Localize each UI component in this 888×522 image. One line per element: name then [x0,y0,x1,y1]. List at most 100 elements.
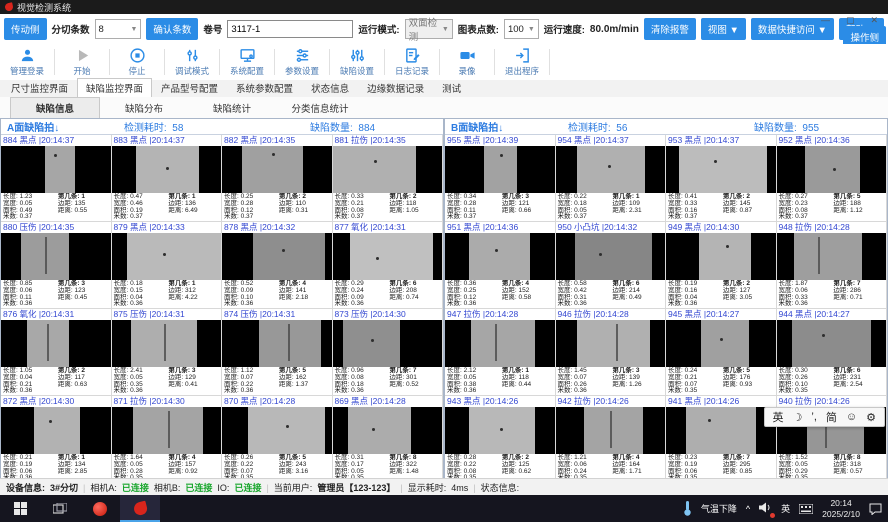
defect-thumbnail[interactable] [555,146,665,193]
defect-cell-952[interactable]: 952 黑点 |20:14:36 长度: 0.27 宽度: 0.23 面积: 0.08… [776,135,887,222]
action-缺陷设置[interactable]: 缺陷设置 [332,44,382,80]
run-mode-select[interactable]: 双面检测 ▼ [404,18,453,43]
defect-thumbnail[interactable] [1,233,111,280]
defect-thumbnail[interactable] [1,146,111,193]
defect-cell-880[interactable]: 880 压伤 |20:14:35 长度: 0.85 宽度: 0.06 面积: 0.11… [1,222,112,309]
volume-button[interactable] [759,502,776,518]
defect-thumbnail[interactable] [776,320,886,367]
defect-thumbnail[interactable] [666,407,776,454]
start-button[interactable] [0,495,40,522]
defect-thumbnail[interactable] [445,407,555,454]
chart-points-select[interactable]: 100 ▼ [503,19,539,39]
hidden-icons-chevron[interactable]: ^ [745,503,751,514]
defect-cell-882[interactable]: 882 黑点 |20:14:35 长度: 0.25 宽度: 0.28 面积: 0.12… [222,135,333,222]
action-管理登录[interactable]: 管理登录 [2,44,52,80]
close-button[interactable]: ✕ [870,15,878,25]
tab-缺陷监控界面[interactable]: 缺陷监控界面 [77,78,153,98]
defect-cell-950[interactable]: 950 小凸坑 |20:14:32 长度: 0.58 宽度: 0.42 面积: 0.3… [555,222,666,309]
confirm-count-button[interactable]: 确认条数 [146,18,199,40]
task-view-button[interactable] [40,495,80,522]
defect-cell-871[interactable]: 871 拉伤 |20:14:30 长度: 1.64 宽度: 0.05 面积: 0.28… [111,396,222,483]
defect-thumbnail[interactable] [555,407,665,454]
defect-thumbnail[interactable] [555,233,665,280]
defect-thumbnail[interactable] [332,146,442,193]
defect-cell-872[interactable]: 872 黑点 |20:14:30 长度: 0.21 宽度: 0.19 面积: 0.06… [1,396,112,483]
defect-thumbnail[interactable] [332,233,442,280]
action-退出程序[interactable]: 退出程序 [497,44,547,80]
taskbar-app-inspection-active[interactable] [120,495,160,522]
defect-cell-881[interactable]: 881 拉伤 |20:14:35 长度: 0.33 宽度: 0.21 面积: 0.08… [332,135,443,222]
defect-cell-942[interactable]: 942 拉伤 |20:14:26 长度: 1.21 宽度: 0.06 面积: 0.24… [555,396,666,483]
operator-side-button[interactable]: 操作侧 [843,26,886,48]
defect-cell-879[interactable]: 879 黑点 |20:14:33 长度: 0.18 宽度: 0.15 面积: 0.04… [111,222,222,309]
subtab-缺陷分布[interactable]: 缺陷分布 [124,103,163,115]
defect-cell-948[interactable]: 948 拉伤 |20:14:28 长度: 1.87 宽度: 0.06 面积: 0.33… [776,222,887,309]
subtab-缺陷信息[interactable]: 缺陷信息 [10,97,100,118]
defect-cell-878[interactable]: 878 黑点 |20:14:32 长度: 0.52 宽度: 0.09 面积: 0.10… [222,222,333,309]
ime-settings-gear-icon[interactable]: ⚙ [866,411,876,424]
tab-测试[interactable]: 测试 [442,84,462,95]
drive-side-button[interactable]: 传动侧 [4,18,47,40]
defect-cell-955[interactable]: 955 黑点 |20:14:39 长度: 0.34 宽度: 0.28 面积: 0.11… [445,135,556,222]
defect-cell-877[interactable]: 877 氧化 |20:14:31 长度: 0.29 宽度: 0.24 面积: 0.09… [332,222,443,309]
defect-cell-944[interactable]: 944 黑点 |20:14:27 长度: 0.30 宽度: 0.26 面积: 0.10… [776,309,887,396]
defect-thumbnail[interactable] [666,320,776,367]
data-access-menu-button[interactable]: 数据快捷访问 ▼ [750,18,834,40]
defect-thumbnail[interactable] [445,320,555,367]
roll-number-input[interactable] [227,20,354,38]
weather-text[interactable]: 气温下降 [700,504,737,514]
action-系统配置[interactable]: 系统配置 [222,44,272,80]
defect-cell-874[interactable]: 874 压伤 |20:14:31 长度: 1.12 宽度: 0.07 面积: 0.22… [222,309,333,396]
defect-thumbnail[interactable] [332,320,442,367]
subtab-分类信息统计[interactable]: 分类信息统计 [291,103,349,115]
defect-thumbnail[interactable] [111,407,221,454]
tab-状态信息[interactable]: 状态信息 [311,84,350,95]
input-language-indicator[interactable]: 英 [781,504,791,514]
defect-cell-951[interactable]: 951 黑点 |20:14:36 长度: 0.36 宽度: 0.25 面积: 0.12… [445,222,556,309]
action-开始[interactable]: 开始 [57,44,107,80]
defect-thumbnail[interactable] [776,146,886,193]
defect-cell-947[interactable]: 947 拉伤 |20:14:28 长度: 2.12 宽度: 0.05 面积: 0.38… [445,309,556,396]
defect-cell-953[interactable]: 953 黑点 |20:14:37 长度: 0.41 宽度: 0.33 面积: 0.16… [666,135,777,222]
defect-cell-883[interactable]: 883 黑点 |20:14:37 长度: 0.47 宽度: 0.46 面积: 0.19… [111,135,222,222]
defect-thumbnail[interactable] [445,146,555,193]
defect-thumbnail[interactable] [555,320,665,367]
tab-系统参数配置[interactable]: 系统参数配置 [236,84,294,95]
defect-cell-876[interactable]: 876 氧化 |20:14:31 长度: 1.05 宽度: 0.04 面积: 0.21… [1,309,112,396]
defect-cell-954[interactable]: 954 黑点 |20:14:37 长度: 0.22 宽度: 0.18 面积: 0.05… [555,135,666,222]
action-日志记录[interactable]: 日志记录 [387,44,437,80]
defect-cell-949[interactable]: 949 黑点 |20:14:30 长度: 0.19 宽度: 0.16 面积: 0.04… [666,222,777,309]
maximize-button[interactable]: ▢ [845,15,855,25]
defect-cell-943[interactable]: 943 黑点 |20:14:26 长度: 0.28 宽度: 0.22 面积: 0.08… [445,396,556,483]
defect-thumbnail[interactable] [666,233,776,280]
defect-cell-869[interactable]: 869 黑点 |20:14:28 长度: 0.31 宽度: 0.17 面积: 0.05… [332,396,443,483]
notification-center-icon[interactable] [869,503,882,515]
tab-边缘数据记录[interactable]: 边缘数据记录 [367,84,425,95]
defect-cell-941[interactable]: 941 黑点 |20:14:26 长度: 0.23 宽度: 0.19 面积: 0.06… [666,396,777,483]
tab-尺寸监控界面[interactable]: 尺寸监控界面 [11,84,69,95]
defect-thumbnail[interactable] [111,233,221,280]
defect-thumbnail[interactable] [222,407,332,454]
slit-count-select[interactable]: 8 ▼ [94,19,142,39]
action-调试模式[interactable]: 调试模式 [167,44,217,80]
defect-thumbnail[interactable] [222,146,332,193]
tray-clock[interactable]: 20:14 2025/2/10 [822,498,860,519]
defect-cell-946[interactable]: 946 拉伤 |20:14:28 长度: 1.45 宽度: 0.07 面积: 0.26… [555,309,666,396]
tab-产品型号配置[interactable]: 产品型号配置 [161,84,219,95]
defect-thumbnail[interactable] [222,320,332,367]
defect-cell-884[interactable]: 884 黑点 |20:14:37 长度: 1.23 宽度: 0.05 面积: 0.49… [1,135,112,222]
defect-thumbnail[interactable] [1,320,111,367]
ime-lang-toggle[interactable]: 英 [772,412,784,424]
action-录像[interactable]: 录像 [442,44,492,80]
defect-thumbnail[interactable] [666,146,776,193]
action-参数设置[interactable]: 参数设置 [277,44,327,80]
minimize-button[interactable]: — [820,15,830,25]
defect-cell-875[interactable]: 875 压伤 |20:14:31 长度: 2.41 宽度: 0.05 面积: 0.35… [111,309,222,396]
clear-alarm-button[interactable]: 清除报警 [643,18,696,40]
subtab-缺陷统计[interactable]: 缺陷统计 [212,103,251,115]
action-停止[interactable]: 停止 [112,44,162,80]
defect-cell-873[interactable]: 873 压伤 |20:14:30 长度: 0.96 宽度: 0.08 面积: 0.18… [332,309,443,396]
ime-punctuation-toggle[interactable]: ’, [811,411,817,423]
defect-thumbnail[interactable] [1,407,111,454]
ime-emoji-icon[interactable]: ☺ [845,411,858,423]
